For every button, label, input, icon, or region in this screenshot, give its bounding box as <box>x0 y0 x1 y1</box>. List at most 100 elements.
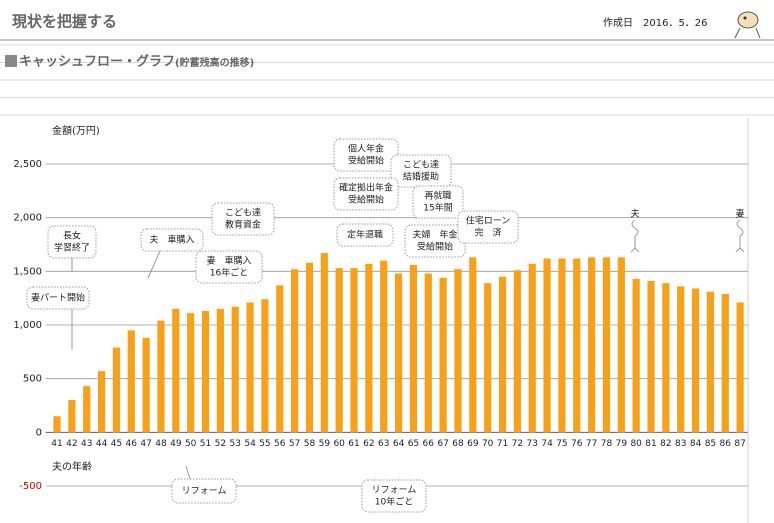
bar <box>409 264 418 433</box>
annotation-text: 定年退職 <box>347 229 383 241</box>
callout-box <box>457 210 519 244</box>
bar <box>172 308 180 433</box>
annotation: 夫 車購入 <box>140 228 204 279</box>
annotation-text: 妻 車購入 <box>206 255 251 267</box>
callout-box <box>361 479 427 513</box>
y-tick-label: -500 <box>19 481 42 492</box>
person-icon <box>630 219 640 253</box>
x-tick-label: 70 <box>482 439 494 449</box>
bar <box>706 291 715 433</box>
x-tick-label: 54 <box>244 439 256 449</box>
annotation-text: こども達 <box>403 159 439 171</box>
callout-box <box>211 202 275 236</box>
callout-box <box>333 138 399 172</box>
annotation: 妻パート開始 <box>26 286 90 350</box>
callout-tail <box>147 250 161 279</box>
x-axis-label: 夫の年齢 <box>52 460 92 473</box>
bar <box>558 258 566 433</box>
x-tick-label: 86 <box>720 439 732 449</box>
annotation-text: 結婚援助 <box>403 171 439 183</box>
chart-subtitle: (貯蓄残高の推移) <box>175 56 254 69</box>
x-tick-label: 46 <box>126 439 138 449</box>
person-icon <box>735 219 745 253</box>
bar <box>320 253 328 433</box>
annotation-text: 再就職 <box>424 190 451 202</box>
bar <box>588 257 596 433</box>
x-tick-label: 75 <box>556 439 567 449</box>
bar <box>291 269 299 433</box>
bar <box>305 262 314 433</box>
x-tick-label: 65 <box>408 439 419 449</box>
bar <box>662 283 670 433</box>
x-tick-label: 57 <box>289 439 300 449</box>
callout-box <box>195 250 263 284</box>
bar <box>380 260 388 433</box>
x-tick-label: 85 <box>705 439 716 449</box>
x-tick-label: 55 <box>259 439 270 449</box>
bar <box>350 268 358 433</box>
y-tick-label: 2,000 <box>13 213 42 224</box>
bar <box>394 273 403 433</box>
bar <box>97 371 106 433</box>
bar <box>454 269 462 433</box>
bar <box>157 320 165 433</box>
annotation-text: 16年ごと <box>210 267 248 279</box>
section-marker <box>5 55 17 67</box>
bar <box>498 276 507 433</box>
x-tick-label: 58 <box>304 439 316 449</box>
x-tick-label: 43 <box>81 439 92 449</box>
bar <box>543 258 551 433</box>
x-tick-label: 73 <box>526 439 537 449</box>
bar <box>201 311 210 433</box>
annotation-text: 夫 車購入 <box>149 234 194 246</box>
x-tick-label: 79 <box>616 439 628 449</box>
callout-tail <box>185 465 191 480</box>
annotation-text: 完 済 <box>474 227 501 239</box>
x-tick-label: 71 <box>497 439 508 449</box>
annotation-text: こども達 <box>225 207 261 219</box>
x-tick-label: 59 <box>319 439 331 449</box>
y-tick-label: 2,500 <box>13 159 42 170</box>
annotation-text: 個人年金 <box>348 143 384 155</box>
callout-box <box>412 185 464 219</box>
bar <box>231 306 239 433</box>
x-tick-label: 49 <box>170 439 182 449</box>
page-title: 現状を把握する <box>12 13 117 31</box>
annotation-text: リフォーム <box>182 486 227 497</box>
x-tick-label: 64 <box>393 439 405 449</box>
annotation: 妻 <box>735 208 745 253</box>
x-tick-label: 45 <box>111 439 122 449</box>
bar <box>691 288 700 433</box>
annotation: リフォーム <box>171 465 237 504</box>
bar <box>528 263 536 433</box>
bar <box>68 400 76 433</box>
bar <box>335 268 343 433</box>
sheet-grid <box>0 44 774 116</box>
y-axis-label: 金額(万円) <box>52 124 100 137</box>
x-tick-label: 61 <box>348 439 359 449</box>
x-tick-label: 76 <box>571 439 583 449</box>
x-tick-label: 41 <box>51 439 62 449</box>
y-tick-label: 0 <box>36 427 42 438</box>
x-tick-label: 77 <box>586 439 597 449</box>
callout-box <box>26 286 90 310</box>
bar <box>424 273 432 433</box>
bar <box>721 293 729 433</box>
annotation: 定年退職 <box>336 223 394 247</box>
x-tick-label: 60 <box>333 439 345 449</box>
callout-box <box>336 223 394 247</box>
x-tick-label: 80 <box>630 439 642 449</box>
x-tick-label: 84 <box>690 439 702 449</box>
x-tick-label: 63 <box>378 439 389 449</box>
x-tick-label: 53 <box>229 439 240 449</box>
x-tick-label: 66 <box>423 439 435 449</box>
x-tick-label: 67 <box>437 439 448 449</box>
x-tick-label: 47 <box>140 439 151 449</box>
